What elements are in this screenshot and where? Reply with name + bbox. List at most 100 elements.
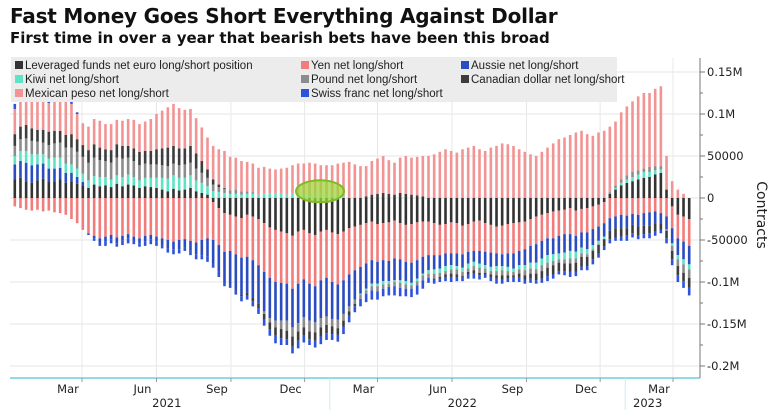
bar-segment bbox=[166, 248, 170, 253]
bar-segment bbox=[13, 134, 17, 146]
bar-segment bbox=[534, 156, 538, 198]
bar-segment bbox=[665, 156, 668, 190]
bar-segment bbox=[517, 250, 521, 266]
bar-segment bbox=[53, 181, 56, 198]
bar-segment bbox=[251, 301, 255, 307]
legend-swatch bbox=[15, 89, 23, 97]
bar-stack bbox=[194, 118, 198, 260]
bar-segment bbox=[438, 255, 442, 269]
bar-segment bbox=[149, 234, 153, 240]
y-tick-label: 0.1M bbox=[707, 107, 735, 121]
bar-segment bbox=[172, 241, 175, 250]
bar-segment bbox=[404, 288, 408, 297]
bar-segment bbox=[24, 181, 28, 198]
chart-subtitle: First time in over a year that bearish b… bbox=[10, 29, 550, 47]
bar-segment bbox=[551, 274, 555, 279]
bar-segment bbox=[240, 296, 243, 302]
bar-segment bbox=[387, 193, 391, 198]
legend-item: Canadian dollar net long/short bbox=[461, 73, 624, 87]
bar-stack bbox=[189, 108, 192, 256]
bar-segment bbox=[24, 95, 28, 125]
bar-segment bbox=[81, 198, 85, 230]
bar-stack bbox=[438, 151, 442, 282]
bar-segment bbox=[540, 151, 544, 198]
bar-segment bbox=[478, 198, 481, 221]
bar-stack bbox=[472, 145, 476, 279]
bar-segment bbox=[308, 162, 311, 195]
bar-segment bbox=[19, 126, 22, 140]
bar-segment bbox=[659, 169, 663, 173]
bar-segment bbox=[251, 193, 255, 198]
bar-segment bbox=[427, 277, 430, 283]
bar-segment bbox=[574, 262, 578, 272]
bar-segment bbox=[580, 208, 583, 233]
legend-swatch bbox=[301, 61, 309, 69]
bar-segment bbox=[574, 210, 578, 236]
bar-stack bbox=[81, 123, 85, 230]
bar-segment bbox=[132, 177, 136, 186]
bar-segment bbox=[483, 150, 487, 198]
bar-segment bbox=[676, 198, 680, 215]
bar-segment bbox=[36, 154, 39, 165]
bar-stack bbox=[665, 156, 668, 244]
bar-segment bbox=[370, 194, 374, 198]
bar-segment bbox=[393, 280, 396, 282]
bar-segment bbox=[614, 187, 617, 190]
bar-stack bbox=[404, 156, 408, 297]
bar-segment bbox=[619, 112, 623, 180]
bar-segment bbox=[64, 101, 68, 135]
bar-stack bbox=[682, 193, 685, 288]
bar-segment bbox=[143, 198, 147, 236]
bar-segment bbox=[472, 221, 476, 251]
bar-segment bbox=[121, 177, 124, 187]
bar-segment bbox=[421, 156, 425, 197]
bar-segment bbox=[415, 285, 419, 295]
bar-segment bbox=[489, 276, 493, 282]
bar-segment bbox=[636, 198, 640, 215]
bar-segment bbox=[262, 198, 266, 224]
bar-segment bbox=[455, 223, 459, 254]
bar-segment bbox=[432, 273, 436, 279]
bar-segment bbox=[421, 198, 425, 222]
bar-segment bbox=[687, 264, 691, 270]
bar-segment bbox=[642, 225, 646, 235]
bar-segment bbox=[580, 266, 583, 271]
bar-segment bbox=[308, 339, 311, 345]
y-tick-label: -0.15M bbox=[707, 317, 747, 331]
bar-segment bbox=[336, 284, 340, 320]
bar-segment bbox=[53, 198, 56, 213]
bar-segment bbox=[359, 298, 362, 307]
bar-segment bbox=[682, 264, 685, 273]
bar-segment bbox=[30, 140, 34, 155]
bar-stack bbox=[483, 150, 487, 278]
bar-segment bbox=[183, 247, 187, 251]
bar-stack bbox=[619, 112, 623, 241]
bar-segment bbox=[98, 177, 102, 187]
bar-segment bbox=[500, 143, 504, 198]
bar-segment bbox=[183, 177, 187, 190]
bar-segment bbox=[234, 157, 238, 190]
bar-segment bbox=[262, 193, 266, 198]
bar-segment bbox=[98, 120, 102, 148]
bar-segment bbox=[364, 196, 368, 198]
x-tick-label: Dec bbox=[280, 382, 302, 396]
bar-segment bbox=[104, 177, 107, 186]
bar-segment bbox=[313, 340, 317, 348]
bar-segment bbox=[398, 192, 402, 198]
bar-segment bbox=[47, 131, 51, 146]
bar-stack bbox=[563, 137, 566, 276]
bar-stack bbox=[687, 198, 691, 296]
bar-segment bbox=[274, 229, 277, 282]
bar-stack bbox=[75, 112, 79, 224]
bar-segment bbox=[670, 250, 674, 260]
bar-segment bbox=[109, 234, 113, 240]
bar-stack bbox=[200, 127, 204, 260]
bar-segment bbox=[126, 238, 130, 244]
bar-segment bbox=[121, 235, 124, 241]
bar-segment bbox=[370, 286, 374, 291]
bar-segment bbox=[30, 182, 34, 198]
bar-segment bbox=[223, 282, 226, 287]
bar-segment bbox=[636, 226, 640, 236]
bar-segment bbox=[81, 123, 85, 146]
bar-segment bbox=[115, 144, 119, 158]
